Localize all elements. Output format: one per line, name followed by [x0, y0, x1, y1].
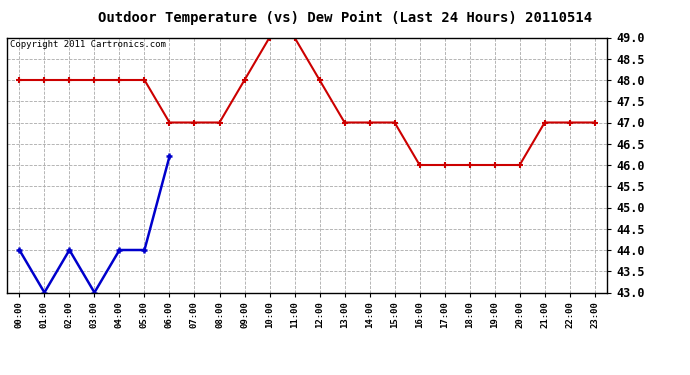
Text: Outdoor Temperature (vs) Dew Point (Last 24 Hours) 20110514: Outdoor Temperature (vs) Dew Point (Last…: [98, 11, 592, 26]
Text: Copyright 2011 Cartronics.com: Copyright 2011 Cartronics.com: [10, 40, 166, 49]
